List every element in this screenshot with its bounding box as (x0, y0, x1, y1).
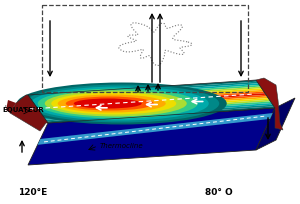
Polygon shape (46, 105, 274, 121)
Polygon shape (30, 83, 260, 100)
Polygon shape (10, 95, 48, 131)
Text: 120°E: 120°E (18, 188, 47, 197)
Polygon shape (28, 80, 257, 97)
Ellipse shape (45, 91, 187, 116)
Ellipse shape (58, 94, 166, 112)
Ellipse shape (31, 86, 209, 121)
Polygon shape (43, 101, 272, 118)
Polygon shape (28, 108, 275, 165)
Text: ÉQUATEUR: ÉQUATEUR (2, 105, 44, 113)
Polygon shape (38, 113, 273, 145)
Polygon shape (256, 78, 283, 130)
Ellipse shape (74, 99, 142, 109)
Polygon shape (35, 90, 264, 106)
Bar (42, 5, 248, 92)
Ellipse shape (17, 82, 227, 124)
Polygon shape (41, 98, 269, 115)
Polygon shape (6, 100, 16, 113)
Ellipse shape (66, 96, 154, 111)
Polygon shape (39, 95, 267, 111)
Text: 80° O: 80° O (205, 188, 233, 197)
Polygon shape (36, 92, 265, 108)
Polygon shape (34, 88, 263, 105)
Polygon shape (44, 103, 273, 120)
Polygon shape (33, 86, 262, 103)
Polygon shape (42, 100, 271, 116)
Ellipse shape (24, 84, 219, 122)
Ellipse shape (38, 89, 198, 119)
Polygon shape (40, 96, 268, 113)
Polygon shape (256, 98, 295, 150)
Polygon shape (32, 85, 260, 102)
Polygon shape (29, 82, 258, 98)
Polygon shape (38, 93, 266, 110)
Text: Thermocline: Thermocline (100, 143, 144, 149)
Ellipse shape (51, 92, 176, 114)
Polygon shape (47, 106, 275, 123)
